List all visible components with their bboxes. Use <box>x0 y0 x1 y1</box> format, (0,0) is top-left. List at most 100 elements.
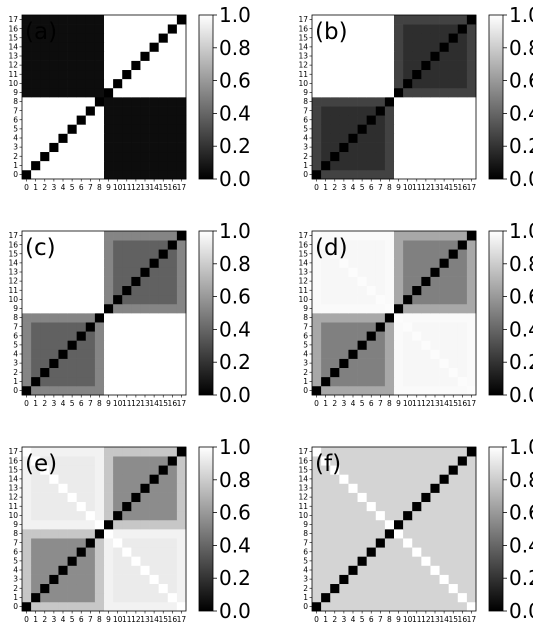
heatmap-cell <box>94 456 105 466</box>
heatmap-cell <box>113 106 123 116</box>
heatmap-cell <box>113 385 123 396</box>
heatmap-cell <box>357 267 368 277</box>
x-tick-label: 6 <box>369 399 374 408</box>
heatmap-cell <box>94 592 105 603</box>
heatmap-cell <box>384 483 395 493</box>
heatmap-cell <box>94 556 105 566</box>
heatmap-cell <box>330 60 340 71</box>
heatmap-cell <box>403 331 413 341</box>
heatmap-cell <box>357 556 368 566</box>
heatmap-cell <box>448 267 459 277</box>
y-tick-label: 8 <box>13 313 18 322</box>
heatmap-cell <box>330 510 340 521</box>
heatmap-cell <box>375 331 386 341</box>
heatmap-cell <box>67 501 78 512</box>
heatmap-cell <box>31 33 41 43</box>
heatmap-cell <box>85 160 96 171</box>
heatmap-cell <box>439 483 450 493</box>
heatmap-cell <box>439 124 450 134</box>
heatmap-cell <box>167 249 178 259</box>
heatmap-cell <box>375 474 386 484</box>
heatmap-cell <box>384 160 395 171</box>
heatmap-cell <box>40 565 50 575</box>
heatmap-cell <box>49 340 59 350</box>
heatmap-cell <box>104 447 114 457</box>
heatmap-cell <box>104 231 114 241</box>
heatmap-cell <box>412 97 422 107</box>
y-tick-label: 6 <box>13 547 18 556</box>
heatmap-cell <box>140 69 150 80</box>
heatmap-cell <box>149 51 160 61</box>
heatmap-cell <box>430 151 440 162</box>
heatmap-cell <box>167 358 178 369</box>
heatmap-cell <box>375 583 386 594</box>
y-tick-label: 15 <box>8 249 18 258</box>
x-tick-label: 13 <box>140 615 150 622</box>
heatmap-cell <box>131 294 141 305</box>
heatmap-cell <box>339 106 349 116</box>
heatmap-cell <box>466 160 477 171</box>
heatmap-cell <box>104 133 114 143</box>
y-tick-label: 14 <box>298 42 308 51</box>
heatmap-cell <box>85 133 96 143</box>
heatmap-cell <box>366 565 377 575</box>
heatmap-cell <box>49 501 59 512</box>
heatmap-cell <box>22 78 32 89</box>
heatmap-cell <box>49 60 59 71</box>
heatmap-cell <box>131 322 141 332</box>
heatmap-cell <box>439 51 450 61</box>
heatmap-cell <box>403 294 413 305</box>
heatmap-cell <box>49 529 59 539</box>
heatmap-cell <box>122 303 132 314</box>
heatmap-cell <box>321 276 331 287</box>
heatmap-cell <box>330 331 340 341</box>
heatmap-cell <box>321 574 331 585</box>
heatmap-cell <box>330 358 340 369</box>
heatmap-cell <box>366 87 377 98</box>
heatmap-cell <box>457 519 468 530</box>
heatmap-cell <box>140 303 150 314</box>
heatmap-cell <box>339 358 349 369</box>
heatmap-cell <box>140 367 150 378</box>
heatmap-cell <box>421 24 431 34</box>
heatmap-cell <box>430 313 440 323</box>
heatmap-cell <box>357 583 368 594</box>
heatmap-cell <box>421 331 431 341</box>
heatmap-cell <box>122 547 132 557</box>
heatmap-cell <box>403 276 413 287</box>
heatmap-cell <box>149 258 160 268</box>
heatmap-cell <box>122 231 132 241</box>
x-tick-label: 16 <box>168 615 178 622</box>
heatmap-cell <box>421 285 431 296</box>
heatmap-cell <box>158 556 169 566</box>
heatmap-cell <box>67 240 78 250</box>
heatmap-cell <box>104 160 114 171</box>
heatmap-cell <box>149 322 160 332</box>
heatmap-cell <box>140 106 150 116</box>
heatmap-cell <box>348 547 358 557</box>
heatmap-cell <box>94 538 105 548</box>
heatmap-cell <box>394 583 404 594</box>
heatmap-cell <box>40 349 50 359</box>
heatmap-cell <box>94 465 105 475</box>
heatmap-cell <box>104 583 114 594</box>
heatmap-cell <box>357 106 368 116</box>
heatmap-cell <box>85 574 96 585</box>
heatmap-cell <box>412 583 422 594</box>
heatmap-cell <box>104 349 114 359</box>
heatmap-cell <box>113 78 123 89</box>
heatmap-cell <box>439 456 450 466</box>
heatmap-cell <box>104 331 114 341</box>
heatmap-cell <box>412 538 422 548</box>
heatmap-cell <box>312 492 322 503</box>
heatmap-cell <box>76 106 87 116</box>
heatmap-cell <box>40 538 50 548</box>
heatmap-cell <box>403 24 413 34</box>
heatmap-cell <box>158 169 169 180</box>
heatmap-cell <box>357 51 368 61</box>
heatmap-cell <box>403 267 413 277</box>
heatmap-cell <box>140 592 150 603</box>
heatmap-cell <box>49 565 59 575</box>
heatmap-cell <box>430 249 440 259</box>
heatmap-cell <box>140 474 150 484</box>
